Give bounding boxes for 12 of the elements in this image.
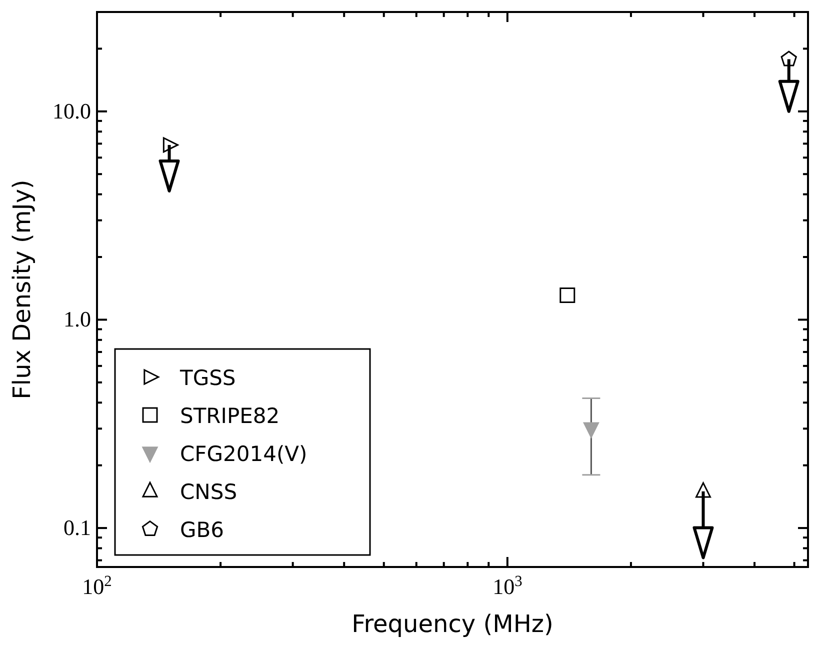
y-tick-label: 1.0 xyxy=(64,306,91,332)
legend-label: TGSS xyxy=(179,366,236,390)
legend-label: CFG2014(V) xyxy=(180,442,308,466)
y-tick-label: 10.0 xyxy=(52,98,91,124)
x-tick-label: 10$^{2}$ xyxy=(82,572,112,599)
legend-label: GB6 xyxy=(180,518,224,542)
x-axis-title: Frequency (MHz) xyxy=(352,610,554,638)
y-tick-label: 0.1 xyxy=(64,515,91,540)
legend-label: STRIPE82 xyxy=(180,404,280,428)
y-axis-title: Flux Density (mJy) xyxy=(8,180,36,400)
legend-label: CNSS xyxy=(180,480,238,504)
x-tick-label: 10$^{3}$ xyxy=(492,572,523,599)
